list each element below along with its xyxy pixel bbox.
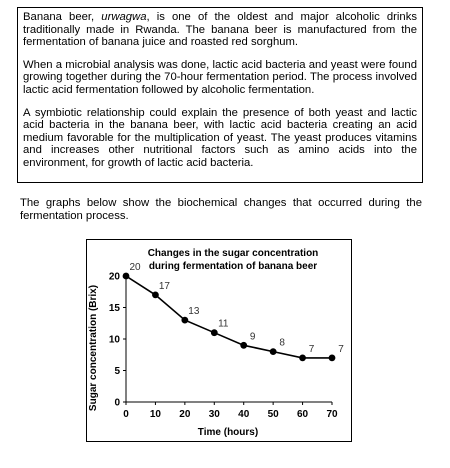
chart-title-line-1: Changes in the sugar concentration — [148, 248, 319, 259]
chart-title: Changes in the sugar concentration durin… — [148, 248, 319, 272]
series-line — [126, 276, 332, 358]
x-tick-label: 0 — [123, 409, 129, 420]
data-label: 7 — [338, 344, 344, 355]
x-tick-label: 60 — [297, 409, 309, 420]
x-tick-label: 70 — [326, 409, 338, 420]
passage-paragraph-3: A symbiotic relationship could explain t… — [23, 107, 417, 170]
chart-ticks: 0 5 10 15 20 0 10 20 30 40 50 60 70 — [109, 272, 338, 421]
x-tick-label: 40 — [238, 409, 250, 420]
data-point — [123, 273, 130, 280]
data-label: 11 — [218, 319, 229, 330]
data-label: 8 — [279, 338, 285, 349]
y-tick-label: 0 — [114, 398, 120, 409]
y-tick-label: 10 — [109, 335, 121, 346]
chart-data-labels: 20 17 13 11 9 8 7 7 — [129, 262, 344, 355]
passage-paragraph-1: Banana beer, urwagwa, is one of the olde… — [23, 11, 417, 49]
chart-series — [123, 273, 336, 362]
x-tick-label: 10 — [150, 409, 162, 420]
data-point — [329, 355, 336, 362]
x-tick-label: 50 — [268, 409, 280, 420]
sugar-chart: Changes in the sugar concentration durin… — [86, 239, 352, 442]
data-label: 17 — [159, 281, 171, 292]
x-axis-label: Time (hours) — [198, 427, 258, 438]
passage-p1-before: Banana beer, — [23, 11, 101, 23]
data-point — [152, 292, 159, 299]
data-point — [270, 348, 277, 355]
data-point — [240, 342, 247, 349]
passage-box: Banana beer, urwagwa, is one of the olde… — [17, 7, 423, 183]
data-label: 20 — [129, 262, 141, 273]
data-label: 7 — [309, 344, 315, 355]
chart-title-line-2: during fermentation of banana beer — [149, 261, 317, 272]
data-point — [211, 329, 218, 336]
graph-intro-text: The graphs below show the biochemical ch… — [20, 197, 422, 222]
y-tick-label: 15 — [109, 303, 121, 314]
y-tick-label: 5 — [114, 366, 120, 377]
x-tick-label: 30 — [209, 409, 221, 420]
data-label: 13 — [188, 306, 200, 317]
passage-p1-term: urwagwa — [101, 11, 146, 23]
x-tick-label: 20 — [179, 409, 191, 420]
data-label: 9 — [250, 331, 256, 342]
sugar-chart-svg: Changes in the sugar concentration durin… — [87, 240, 351, 441]
passage-paragraph-2: When a microbial analysis was done, lact… — [23, 59, 417, 97]
y-axis-label: Sugar concentration (Brix) — [88, 285, 99, 411]
y-tick-label: 20 — [109, 272, 121, 283]
data-point — [299, 355, 306, 362]
data-point — [181, 317, 188, 324]
